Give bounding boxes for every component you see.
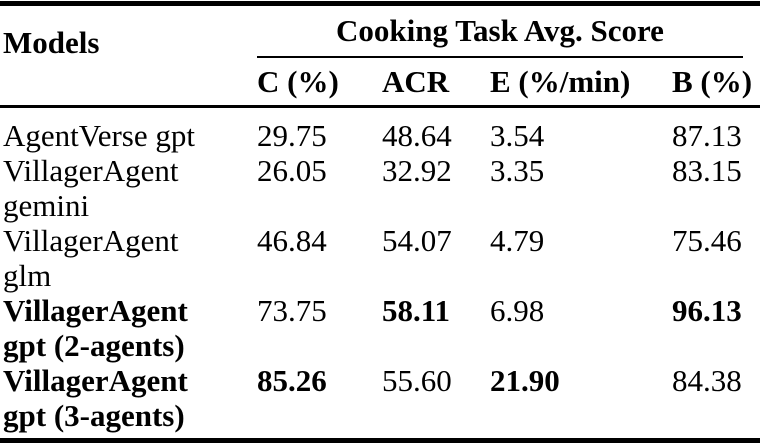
value-cell-b: 84.38 (672, 363, 742, 398)
value-cell-acr: 55.60 (382, 363, 452, 398)
value-cell-c: 85.26 (257, 363, 327, 398)
value-cell-c: 46.84 (257, 223, 327, 258)
value-cell-acr: 54.07 (382, 223, 452, 258)
value-cell-acr: 58.11 (382, 293, 451, 328)
value-cell-b: 96.13 (672, 293, 742, 328)
model-cell: VillagerAgent glm (3, 223, 179, 293)
value-cell-acr: 48.64 (382, 118, 452, 153)
table-row: VillagerAgent gemini 26.05 32.92 3.35 83… (3, 153, 760, 223)
col-header-b: B (%) (672, 64, 753, 99)
group-column-header: Cooking Task Avg. Score (257, 6, 743, 58)
header-right-block: Cooking Task Avg. Score C (%) ACR E (%/m… (257, 6, 760, 105)
bottom-rule (0, 438, 760, 443)
value-cell-acr: 32.92 (382, 153, 452, 188)
top-rule (0, 1, 760, 6)
table-row: AgentVerse gpt 29.75 48.64 3.54 87.13 (3, 118, 760, 153)
value-cell-e: 21.90 (490, 363, 560, 398)
value-cell-e: 4.79 (490, 223, 545, 258)
value-cell-e: 6.98 (490, 293, 545, 328)
model-cell: VillagerAgent gpt (2-agents) (3, 293, 188, 363)
col-header-e: E (%/min) (490, 64, 631, 99)
table-row: VillagerAgent gpt (3-agents) 85.26 55.60… (3, 363, 760, 433)
col-header-c: C (%) (257, 64, 339, 99)
value-cell-e: 3.35 (490, 153, 545, 188)
value-cell-b: 87.13 (672, 118, 742, 153)
value-cell-e: 3.54 (490, 118, 545, 153)
table-body: AgentVerse gpt 29.75 48.64 3.54 87.13 Vi… (0, 108, 760, 433)
table-row: VillagerAgent glm 46.84 54.07 4.79 75.46 (3, 223, 760, 293)
value-cell-b: 83.15 (672, 153, 742, 188)
model-cell: VillagerAgent gpt (3-agents) (3, 363, 188, 433)
table-header: Models Cooking Task Avg. Score C (%) ACR… (0, 6, 760, 105)
model-cell: AgentVerse gpt (3, 118, 195, 153)
col-header-acr: ACR (382, 64, 450, 99)
table-row: VillagerAgent gpt (2-agents) 73.75 58.11… (3, 293, 760, 363)
value-cell-c: 29.75 (257, 118, 327, 153)
model-cell: VillagerAgent gemini (3, 153, 179, 223)
value-cell-b: 75.46 (672, 223, 742, 258)
header-rule (0, 105, 760, 108)
value-cell-c: 26.05 (257, 153, 327, 188)
models-column-header: Models (3, 25, 100, 60)
subheader-row: C (%) ACR E (%/min) B (%) (257, 58, 760, 105)
value-cell-c: 73.75 (257, 293, 327, 328)
